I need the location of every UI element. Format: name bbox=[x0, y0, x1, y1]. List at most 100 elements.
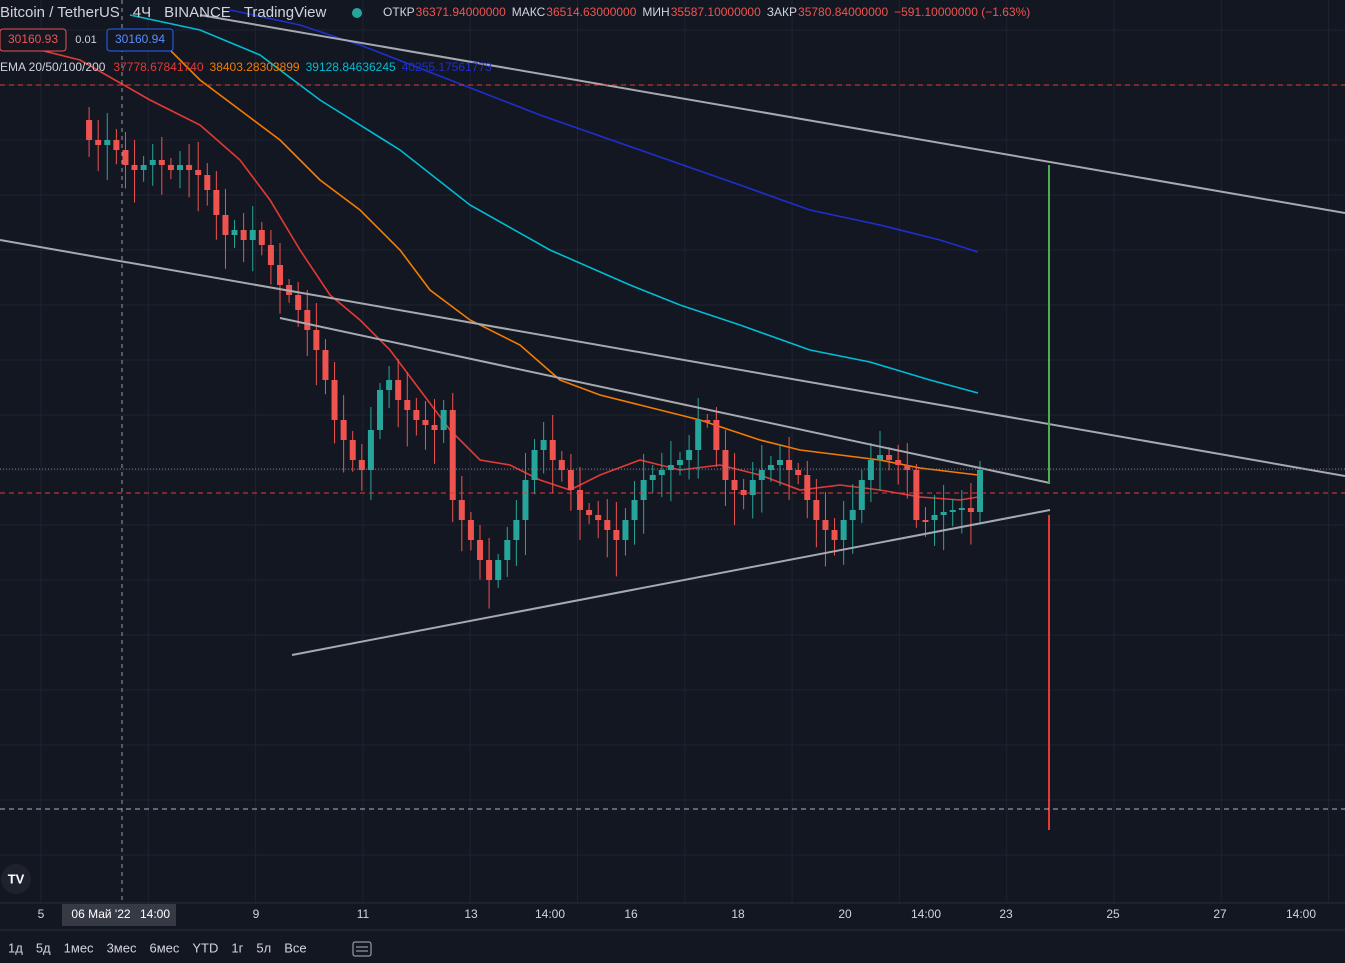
sell-badge[interactable] bbox=[0, 28, 67, 52]
candle-body bbox=[277, 265, 283, 285]
candle-body bbox=[113, 140, 120, 150]
candle-body bbox=[631, 500, 638, 520]
range-button[interactable]: Все bbox=[284, 940, 306, 955]
candle-body bbox=[231, 230, 238, 235]
candle-body bbox=[831, 530, 838, 540]
candle-body bbox=[958, 508, 965, 510]
candle-body bbox=[331, 380, 338, 420]
candle-body bbox=[795, 470, 802, 475]
candle-body bbox=[413, 410, 420, 420]
candle-body bbox=[931, 515, 938, 520]
candle-body bbox=[477, 540, 483, 560]
candle-body bbox=[940, 512, 947, 515]
ohlc-value: 36514.63000000 bbox=[546, 5, 636, 19]
candle-body bbox=[922, 520, 929, 522]
candle-body bbox=[522, 480, 529, 520]
candle-body bbox=[567, 470, 574, 490]
candle-body bbox=[949, 510, 956, 512]
candle-body bbox=[695, 420, 702, 450]
candle-body bbox=[967, 508, 974, 512]
time-label: 14:00 bbox=[140, 907, 170, 921]
range-button[interactable]: 5л bbox=[256, 940, 271, 955]
trend-line bbox=[291, 509, 1051, 656]
time-label: 14:00 bbox=[911, 907, 941, 921]
candle-body bbox=[267, 245, 274, 265]
candle-body bbox=[840, 520, 847, 540]
time-label: 14:00 bbox=[1286, 907, 1316, 921]
candle-body bbox=[513, 520, 520, 540]
candle-body bbox=[540, 440, 547, 450]
tv-logo: TV bbox=[1, 864, 31, 894]
time-label: 14:00 bbox=[535, 907, 565, 921]
candle-body bbox=[713, 420, 720, 450]
range-button[interactable]: 1г bbox=[231, 940, 243, 955]
range-button[interactable]: 1мес bbox=[64, 940, 94, 955]
candle-body bbox=[104, 140, 111, 145]
ohlc-value: 36371.94000000 bbox=[416, 5, 506, 19]
candle-body bbox=[377, 390, 383, 430]
range-button[interactable]: 6мес bbox=[149, 940, 179, 955]
sell-price: 30160.93 bbox=[8, 32, 58, 46]
candle-body bbox=[649, 475, 656, 480]
range-button[interactable]: 5д bbox=[36, 940, 51, 955]
indicator-value: 39128.84636245 bbox=[306, 60, 396, 74]
buy-badge[interactable] bbox=[106, 28, 174, 52]
header-interval: 4Ч bbox=[133, 4, 151, 21]
time-label: 18 bbox=[731, 907, 745, 921]
candle-body bbox=[177, 165, 183, 170]
candle-body bbox=[204, 175, 211, 190]
time-axis bbox=[0, 903, 1345, 927]
candle-body bbox=[240, 230, 247, 240]
candle-body bbox=[158, 160, 165, 165]
candle-body bbox=[458, 500, 465, 520]
range-button[interactable]: 3мес bbox=[107, 940, 137, 955]
ohlc-label: ЗАКР bbox=[767, 5, 797, 19]
candle-body bbox=[749, 480, 756, 495]
candle-body bbox=[849, 510, 856, 520]
change: −591.10000000 (−1.63%) bbox=[894, 5, 1030, 19]
drawings bbox=[0, 0, 1345, 903]
candle-body bbox=[486, 560, 493, 580]
time-labels: 5 06 Май '22 14:00 9 11 13 14:00 16 18 20 14:00 23 2… bbox=[38, 904, 1316, 926]
candle-body bbox=[140, 165, 147, 170]
indicator-value: 37778.67841740 bbox=[113, 60, 203, 74]
candle-body bbox=[349, 440, 356, 460]
svg-text:TV: TV bbox=[8, 871, 25, 886]
candle-body bbox=[895, 460, 902, 465]
compare-button[interactable] bbox=[352, 941, 372, 957]
legend: Bitcoin / TetherUS 4Ч BINANCE TradingView ОТ… bbox=[0, 4, 1030, 74]
header-exchange: BINANCE bbox=[164, 4, 231, 21]
candle-body bbox=[804, 475, 811, 500]
candle-body bbox=[186, 165, 193, 170]
ohlc-value: 35587.10000000 bbox=[671, 5, 761, 19]
candle-body bbox=[913, 470, 920, 520]
ohlc-label: МАКС bbox=[512, 5, 546, 19]
status-dot bbox=[352, 8, 362, 18]
indicator-value: 40255.17561773 bbox=[402, 60, 492, 74]
candle-body bbox=[386, 380, 393, 390]
candle-body bbox=[431, 425, 438, 430]
indicator-value: 38403.28303899 bbox=[210, 60, 300, 74]
candles bbox=[86, 107, 983, 609]
trend-line bbox=[0, 239, 1345, 477]
candle-body bbox=[249, 230, 256, 240]
time-label: 9 bbox=[253, 907, 260, 921]
candle-body bbox=[467, 520, 474, 540]
ema-line bbox=[159, 39, 979, 476]
grid bbox=[0, 0, 1345, 903]
range-button[interactable]: 1д bbox=[8, 940, 23, 955]
time-label: 16 bbox=[624, 907, 638, 921]
time-label: 5 bbox=[38, 907, 45, 921]
candle-body bbox=[440, 410, 447, 430]
candle-body bbox=[149, 160, 156, 165]
header-source: TradingView bbox=[244, 4, 327, 21]
header-symbol: Bitcoin / TetherUS bbox=[0, 4, 120, 21]
candle-body bbox=[667, 465, 674, 470]
range-button[interactable]: YTD bbox=[192, 940, 218, 955]
candle-body bbox=[686, 450, 693, 460]
candle-body bbox=[131, 165, 138, 170]
candle-body bbox=[822, 520, 829, 530]
candle-body bbox=[577, 490, 583, 510]
candle-body bbox=[295, 295, 302, 310]
